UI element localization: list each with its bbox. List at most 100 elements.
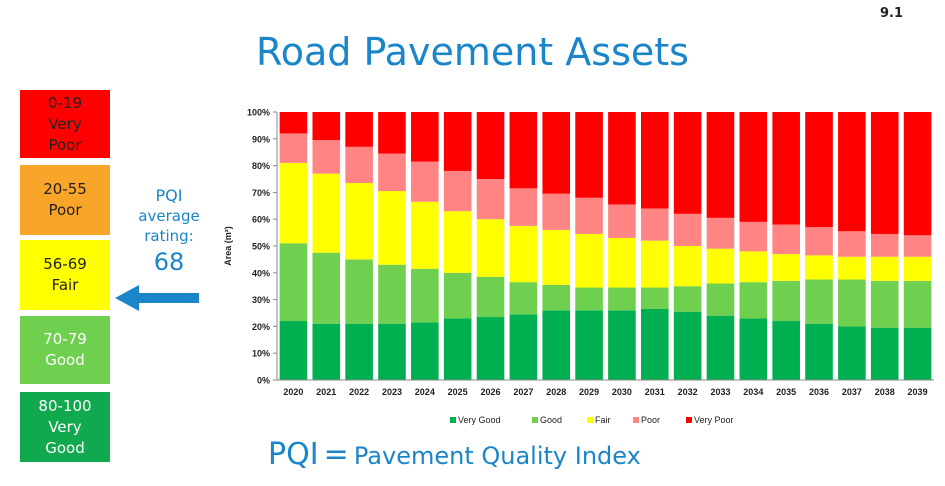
legend-label: Very Good xyxy=(458,415,501,425)
y-tick-label: 50% xyxy=(252,242,270,252)
bar-segment xyxy=(476,276,505,318)
pqi-legend-box: 56-69 Fair xyxy=(20,240,110,310)
slide-number: 9.1 xyxy=(880,6,904,21)
pqi-legend-range: 56-69 xyxy=(43,255,87,273)
page-title: Road Pavement Assets xyxy=(256,30,689,74)
bar-segment xyxy=(476,179,505,220)
x-tick-label: 2029 xyxy=(579,387,599,397)
bar-segment xyxy=(411,322,439,380)
bar-segment xyxy=(345,183,373,260)
x-tick-label: 2031 xyxy=(645,387,665,397)
y-tick-label: 30% xyxy=(252,295,270,305)
legend-label: Fair xyxy=(595,415,611,425)
bar-segment xyxy=(673,311,702,380)
bar-segment xyxy=(378,112,406,154)
footer-equals: = xyxy=(323,437,349,472)
bar-segment xyxy=(608,237,636,288)
bar-segment xyxy=(739,282,768,319)
bar-segment xyxy=(312,323,341,380)
legend-label: Very Poor xyxy=(694,415,734,425)
x-tick-label: 2028 xyxy=(546,387,566,397)
y-tick-label: 70% xyxy=(252,188,270,198)
bar-segment xyxy=(279,112,308,134)
y-tick-label: 20% xyxy=(252,322,270,332)
pqi-legend-box: 20-55 Poor xyxy=(20,165,110,235)
x-tick-label: 2026 xyxy=(481,387,501,397)
pqi-average-line2: average xyxy=(138,207,200,225)
pqi-legend-label: Good xyxy=(45,351,85,369)
bar-segment xyxy=(870,256,899,281)
bar-segment xyxy=(411,112,439,162)
pqi-legend-label: Poor xyxy=(48,201,82,219)
bar-segment xyxy=(575,112,603,198)
pqi-legend-box: 0-19 Very Poor xyxy=(20,90,110,158)
bar-segment xyxy=(739,221,768,252)
bar-segment xyxy=(279,321,308,380)
bar-segment xyxy=(542,229,571,285)
bar-segment xyxy=(640,308,669,380)
x-tick-label: 2038 xyxy=(875,387,895,397)
bar-segment xyxy=(706,283,735,316)
y-tick-label: 60% xyxy=(252,215,270,225)
bar-segment xyxy=(476,219,505,277)
bar-segment xyxy=(870,327,899,380)
bar-segment xyxy=(673,112,702,214)
footer-abbr: PQI xyxy=(268,437,319,472)
pqi-legend-range: 80-100 xyxy=(38,396,92,415)
bar-segment xyxy=(903,256,932,281)
x-tick-label: 2039 xyxy=(908,387,928,397)
bar-segment xyxy=(279,162,308,244)
pqi-average-line3: rating: xyxy=(144,227,194,245)
bar-segment xyxy=(838,256,866,280)
bar-segment xyxy=(509,112,538,189)
bar-segment xyxy=(575,287,603,311)
legend-label: Poor xyxy=(641,415,660,425)
bar-segment xyxy=(706,112,735,218)
bar-segment xyxy=(640,287,669,309)
bar-segment xyxy=(411,161,439,202)
bar-segment xyxy=(739,251,768,283)
bar-segment xyxy=(706,248,735,284)
bar-segment xyxy=(575,197,603,234)
bar-segment xyxy=(706,315,735,380)
bar-segment xyxy=(279,243,308,322)
y-tick-label: 90% xyxy=(252,134,270,144)
bar-segment xyxy=(870,280,899,328)
pqi-legend-box: 80-100 Very Good xyxy=(20,392,110,462)
bar-segment xyxy=(903,327,932,380)
bar-segment xyxy=(739,112,768,222)
bar-segment xyxy=(640,208,669,241)
bar-segment xyxy=(805,112,833,228)
y-tick-label: 40% xyxy=(252,268,270,278)
pqi-average-callout: PQI average rating: 68 xyxy=(130,186,208,278)
y-tick-label: 100% xyxy=(247,108,270,118)
bar-segment xyxy=(476,317,505,380)
bar-segment xyxy=(772,224,800,255)
bar-segment xyxy=(870,233,899,257)
x-tick-label: 2034 xyxy=(743,387,763,397)
x-tick-label: 2027 xyxy=(513,387,533,397)
pqi-average-line1: PQI xyxy=(155,186,183,205)
pqi-legend-label: Poor xyxy=(48,135,82,154)
bar-segment xyxy=(411,268,439,323)
legend-swatch xyxy=(633,417,639,423)
bar-segment xyxy=(443,318,472,380)
x-tick-label: 2036 xyxy=(809,387,829,397)
x-tick-label: 2020 xyxy=(283,387,303,397)
bar-segment xyxy=(312,140,341,174)
bar-segment xyxy=(443,170,472,212)
bar-segment xyxy=(805,227,833,256)
bar-segment xyxy=(805,279,833,324)
bar-segment xyxy=(772,321,800,380)
bar-segment xyxy=(378,264,406,324)
bar-segment xyxy=(542,112,571,194)
bar-segment xyxy=(870,112,899,234)
pqi-legend-label: Very xyxy=(48,114,82,133)
bar-segment xyxy=(640,240,669,288)
bar-segment xyxy=(673,213,702,246)
x-tick-label: 2037 xyxy=(842,387,862,397)
bar-segment xyxy=(345,112,373,147)
bar-segment xyxy=(838,326,866,380)
x-tick-label: 2023 xyxy=(382,387,402,397)
bar-segment xyxy=(575,233,603,288)
